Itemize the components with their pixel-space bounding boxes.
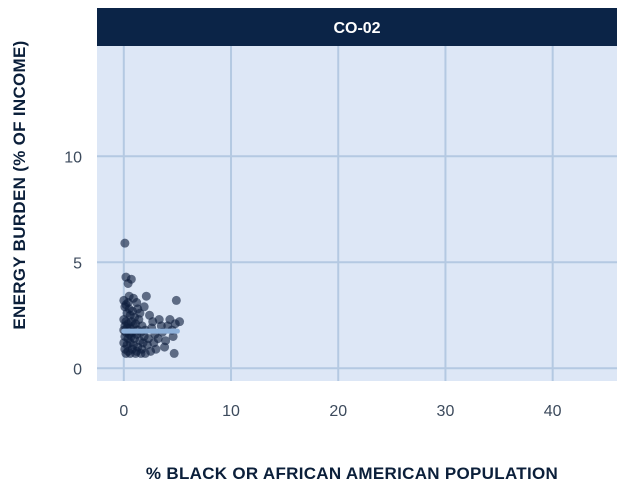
data-point — [133, 304, 142, 313]
y-tick-label: 10 — [64, 149, 82, 166]
plot-panel — [97, 46, 617, 381]
data-point — [125, 292, 134, 301]
y-tick-label: 5 — [73, 255, 82, 272]
data-point — [160, 343, 169, 352]
data-point — [127, 275, 136, 284]
data-point — [170, 349, 179, 358]
facet-header: CO-02 — [97, 8, 617, 46]
x-tick-label: 20 — [329, 403, 347, 420]
data-point — [151, 345, 160, 354]
data-point — [141, 349, 150, 358]
facet-title: CO-02 — [333, 20, 380, 37]
x-tick-label: 40 — [544, 403, 562, 420]
data-point — [120, 239, 129, 248]
x-axis-title: % BLACK OR AFRICAN AMERICAN POPULATION — [146, 464, 558, 483]
data-point — [154, 334, 163, 343]
data-point — [142, 292, 151, 301]
data-point — [175, 317, 184, 326]
x-tick-label: 0 — [119, 403, 128, 420]
y-axis-title: ENERGY BURDEN (% OF INCOME) — [10, 40, 29, 329]
data-point — [172, 296, 181, 305]
x-tick-label: 30 — [437, 403, 455, 420]
y-tick-label: 0 — [73, 361, 82, 378]
x-tick-label: 10 — [222, 403, 240, 420]
